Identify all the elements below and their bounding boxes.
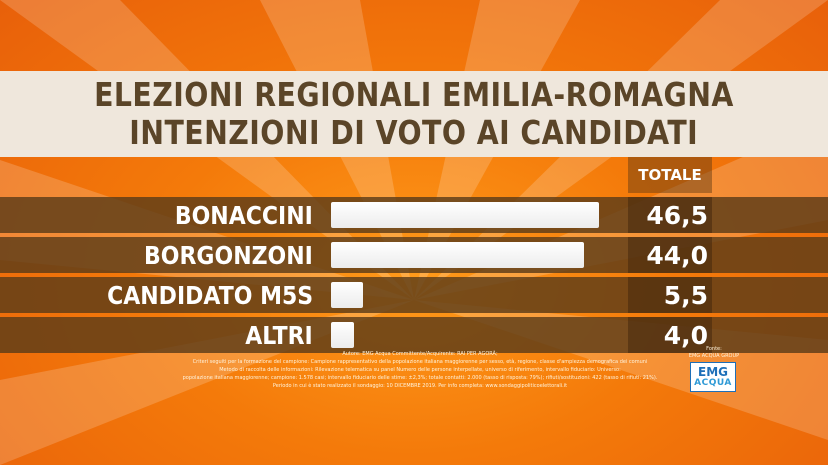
bar [331,322,355,348]
logo-text-top: EMG [698,365,728,379]
bar-track [327,237,623,273]
totale-header: TOTALE [628,157,712,193]
bar-track [327,317,623,353]
source-name: EMG ACQUA GROUP [688,353,740,359]
data-label: 5,5 [663,280,708,310]
bar [331,202,599,228]
chart-subtitle: INTENZIONI DI VOTO AI CANDIDATI [129,113,699,152]
category-label: BORGONZONI [144,240,313,270]
logo-text-bottom: ACQUA [694,378,732,388]
value-cell: 46,5 [628,197,712,233]
value-cell: 5,5 [628,277,712,313]
title-band: ELEZIONI REGIONALI EMILIA-ROMAGNA INTENZ… [0,71,828,157]
category-label: BONACCINI [175,200,313,230]
data-label: 46,5 [646,200,708,230]
emg-acqua-logo: EMG ACQUA [690,362,736,392]
category-label: CANDIDATO M5S [106,280,313,310]
value-cell: 44,0 [628,237,712,273]
bar [331,242,585,268]
data-label: 4,0 [663,320,708,350]
note-line: Metodo di raccolta delle informazioni: R… [219,367,621,373]
bar-track [327,197,623,233]
bar [331,282,363,308]
source-credit: Fonte: EMG ACQUA GROUP [664,346,764,360]
methodology-notes: Autore: EMG Acqua Committente/Acquirente… [160,350,680,390]
note-line: Criteri seguiti per la formazione del ca… [192,359,648,365]
note-line: Periodo in cui è stato realizzato il son… [272,383,568,389]
data-label: 44,0 [646,240,708,270]
bar-track [327,277,623,313]
value-cell: 4,0 [628,317,712,353]
chart-title: ELEZIONI REGIONALI EMILIA-ROMAGNA [94,75,734,114]
source-label: Fonte: [706,346,722,352]
category-label: ALTRI [245,320,313,350]
note-line: popolazione italiana maggiorenne; campio… [182,375,658,381]
note-line: Autore: EMG Acqua Committente/Acquirente… [342,351,498,357]
